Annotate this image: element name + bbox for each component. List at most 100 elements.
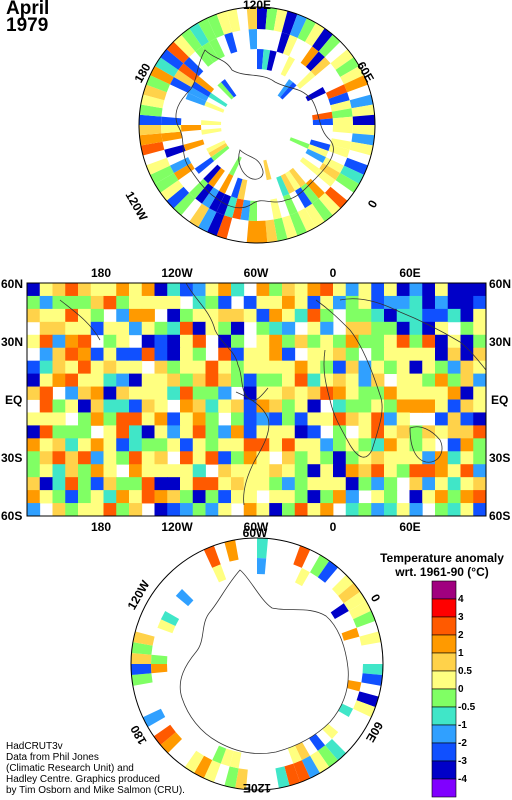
north-polar-anomaly-cell: [160, 49, 184, 70]
north-polar-anomaly-cell: [246, 220, 257, 243]
north-polar-anomaly-cell: [322, 157, 344, 173]
world-anomaly-cell: [205, 477, 219, 491]
world-anomaly-cell: [27, 412, 41, 426]
world-anomaly-cell: [65, 399, 79, 413]
north-polar-anomaly-cell: [335, 173, 360, 193]
world-anomaly-cell: [358, 360, 372, 375]
north-polar-anomaly-cell: [312, 118, 333, 125]
world-anomaly-cell: [358, 373, 372, 387]
world-anomaly-cell: [78, 399, 92, 413]
world-anomaly-cell: [396, 373, 410, 387]
north-polar-anomaly-cell: [217, 82, 234, 100]
world-anomaly-cell: [371, 490, 385, 504]
world-anomaly-cell: [282, 334, 296, 349]
world-anomaly-cell: [243, 503, 257, 516]
world-anomaly-cell: [307, 412, 321, 426]
legend-tick-label: 3: [458, 612, 464, 623]
north-polar-anomaly-cell: [189, 203, 209, 228]
north-polar-anomaly-cell: [344, 75, 368, 93]
north-polar-anomaly-cell: [209, 190, 225, 212]
legend-swatch: [431, 688, 457, 708]
world-anomaly-cell: [294, 490, 308, 504]
world-anomaly-cell: [320, 373, 334, 387]
world-anomaly-cell: [116, 425, 130, 439]
world-anomaly-cell: [460, 451, 474, 465]
north-polar-anomaly-cell: [340, 66, 364, 85]
world-anomaly-cell: [192, 503, 206, 516]
world-anomaly-cell: [65, 451, 79, 465]
world-anomaly-cell: [218, 334, 232, 349]
world-anomaly-cell: [307, 347, 321, 362]
north-polar-anomaly-cell: [312, 28, 333, 52]
world-anomaly-cell: [154, 438, 168, 452]
legend-title: Temperature anomaly wrt. 1961-90 (°C): [372, 551, 512, 579]
world-anomaly-cell: [218, 360, 232, 375]
world-anomaly-cell: [141, 334, 155, 349]
north-polar-anomaly-cell: [280, 56, 295, 77]
world-anomaly-cell: [269, 503, 283, 516]
world-anomaly-cell: [409, 503, 423, 516]
world-anomaly-cell: [141, 412, 155, 426]
world-anomaly-cell: [129, 360, 143, 375]
north-polar-anomaly-cell: [307, 144, 329, 158]
world-anomaly-cell: [447, 399, 461, 413]
world-anomaly-cell: [371, 399, 385, 413]
north-polar-anomaly-cell: [248, 200, 257, 221]
world-anomaly-cell: [269, 334, 283, 349]
world-anomaly-cell: [154, 477, 168, 491]
antarctica-coastline: [179, 569, 349, 754]
world-anomaly-cell: [345, 347, 359, 362]
legend-swatch: [431, 652, 457, 672]
north-polar-anomaly-cell: [164, 144, 186, 158]
south-polar-anomaly-cell: [142, 708, 166, 727]
world-anomaly-cell: [282, 503, 296, 516]
south-polar-anomaly-cell: [308, 732, 326, 751]
world-anomaly-cell: [192, 308, 206, 323]
north-polar-anomaly-cell: [318, 192, 341, 216]
north-polar-anomaly-cell: [154, 57, 179, 77]
world-anomaly-cell: [52, 373, 66, 387]
world-anomaly-cell: [90, 283, 104, 297]
world-anomaly-cell: [52, 464, 66, 478]
south-polar-anomaly-cell: [257, 538, 268, 559]
world-anomaly-cell: [39, 360, 53, 375]
south-polar-anomaly-cell: [203, 545, 221, 568]
world-anomaly-cell: [333, 438, 347, 452]
world-anomaly-cell: [243, 373, 257, 387]
north-polar-anomaly-cell: [277, 79, 293, 98]
world-anomaly-cell: [345, 283, 359, 297]
world-anomaly-cell: [180, 360, 194, 375]
world-anomaly-cell: [307, 360, 321, 375]
north-polar-anomaly-cell: [198, 18, 217, 42]
world-anomaly-cell: [231, 360, 245, 375]
world-anomaly-cell: [52, 399, 66, 413]
world-anomaly-cell: [282, 399, 296, 413]
world-anomaly-cell: [141, 425, 155, 439]
north-polar-anomaly-cell: [273, 8, 288, 33]
north-polar-anomaly-cell: [139, 104, 163, 117]
world-anomaly-cell: [243, 399, 257, 413]
world-anomaly-cell: [345, 477, 359, 491]
world-anomaly-cell: [27, 295, 41, 310]
world-anomaly-cell: [218, 503, 232, 516]
north-polar-anomaly-cell: [332, 116, 353, 125]
world-top-lon-label: 0: [330, 266, 337, 280]
world-anomaly-cell: [116, 360, 130, 375]
world-anomaly-cell: [39, 477, 53, 491]
north-polar-anomaly-cell: [189, 178, 209, 199]
south-polar-anomaly-cell: [151, 654, 168, 664]
world-anomaly-cell: [409, 399, 423, 413]
world-anomaly-cell: [154, 425, 168, 439]
world-anomaly-cell: [129, 373, 143, 387]
north-polar-anomaly-cell: [203, 164, 221, 184]
world-anomaly-cell: [205, 360, 219, 375]
world-anomaly-cell: [307, 477, 321, 491]
world-anomaly-cell: [39, 386, 53, 400]
north-polar-anomaly-cell: [349, 94, 374, 109]
world-anomaly-cell: [256, 308, 270, 323]
world-anomaly-cell: [39, 334, 53, 349]
world-anomaly-cell: [103, 503, 117, 516]
north-polar-anomaly-cell: [178, 63, 199, 82]
world-anomaly-cell: [256, 373, 270, 387]
